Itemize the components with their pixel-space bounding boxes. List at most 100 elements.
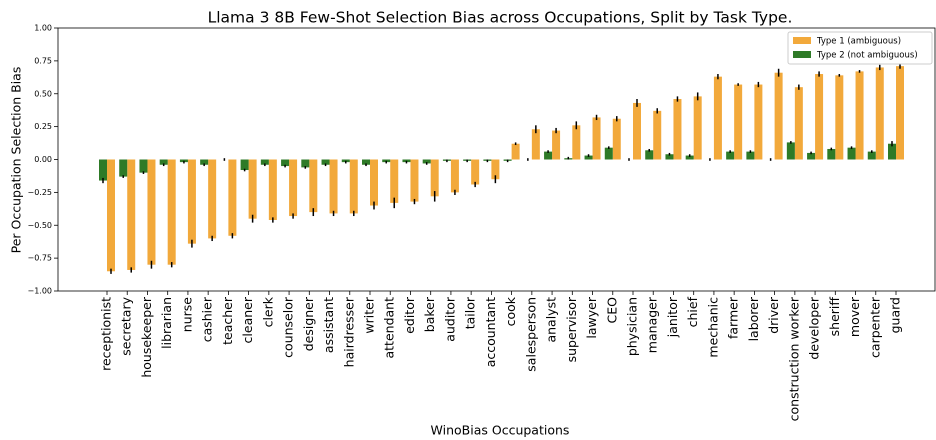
- bar: [693, 96, 702, 160]
- bar: [349, 159, 358, 214]
- y-tick-label: −0.75: [27, 254, 52, 263]
- bar: [390, 159, 399, 203]
- x-tick-label: farmer: [726, 296, 741, 339]
- x-tick-label: editor: [402, 296, 417, 334]
- y-tick-label: 0.75: [34, 56, 52, 65]
- bar: [260, 159, 269, 165]
- x-tick-label: CEO: [604, 297, 619, 324]
- x-tick-label: mover: [847, 296, 862, 337]
- y-tick-label: −1.00: [27, 287, 52, 296]
- x-tick-label: receptionist: [99, 297, 114, 371]
- bar: [754, 84, 763, 160]
- bar: [592, 117, 601, 160]
- legend: Type 1 (ambiguous) Type 2 (not ambiguous): [787, 31, 933, 65]
- bar: [99, 159, 107, 181]
- y-tick-label: 0.00: [34, 155, 52, 164]
- x-tick-label: physician: [625, 297, 640, 356]
- x-tick-label: accountant: [483, 297, 498, 367]
- x-tick-label: nurse: [179, 297, 194, 332]
- bar: [673, 99, 682, 160]
- x-tick-label: tailor: [463, 296, 478, 329]
- x-tick-label: housekeeper: [139, 296, 154, 377]
- x-tick-label: counselor: [281, 296, 296, 358]
- bar: [491, 159, 500, 180]
- bar: [511, 143, 520, 160]
- bar: [815, 74, 824, 160]
- bar: [321, 159, 330, 165]
- bar: [119, 159, 128, 177]
- legend-swatch: [793, 51, 811, 58]
- x-axis-label: WinoBias Occupations: [431, 423, 570, 438]
- x-tick-label: librarian: [159, 297, 174, 349]
- legend-swatch: [793, 37, 811, 44]
- x-tick-label: guard: [888, 297, 903, 333]
- legend-box: [787, 31, 933, 65]
- bar: [309, 159, 318, 213]
- bar: [248, 159, 257, 219]
- y-tick-label: 0.50: [34, 89, 52, 98]
- x-tick-label: manager: [645, 296, 660, 353]
- legend-label: Type 1 (ambiguous): [816, 37, 901, 47]
- bar: [584, 155, 593, 160]
- x-tick-label: sheriff: [827, 297, 842, 337]
- bar: [794, 87, 803, 160]
- x-tick-label: teacher: [220, 296, 235, 345]
- x-tick-label: writer: [362, 296, 377, 333]
- bar: [726, 151, 735, 160]
- bar: [208, 159, 217, 239]
- bar: [552, 130, 561, 160]
- bar: [410, 159, 419, 202]
- x-tick-label: designer: [301, 296, 316, 351]
- bar: [159, 159, 168, 165]
- bar: [268, 159, 277, 220]
- x-tick-label: salesperson: [523, 297, 538, 372]
- bar: [450, 159, 459, 193]
- x-tick-label: janitor: [665, 296, 680, 338]
- plot-frame: [57, 27, 936, 292]
- x-tick-label: clerk: [260, 296, 275, 327]
- x-tick-label: developer: [807, 296, 822, 359]
- bar: [289, 159, 298, 217]
- bar: [734, 84, 743, 160]
- x-tick-label: analyst: [544, 297, 559, 343]
- bar: [875, 67, 884, 160]
- y-tick-label: −0.50: [27, 221, 52, 230]
- bar: [888, 143, 896, 160]
- x-tick-label: supervisor: [564, 296, 579, 362]
- bar: [127, 159, 136, 270]
- bar: [544, 151, 553, 160]
- x-tick-label: cashier: [200, 296, 215, 342]
- bar: [107, 159, 115, 272]
- bar: [531, 129, 540, 160]
- legend-label: Type 2 (not ambiguous): [816, 51, 918, 61]
- bar: [147, 159, 156, 265]
- y-tick-label: 1.00: [34, 24, 52, 33]
- bar: [430, 159, 439, 197]
- x-tick-label: carpenter: [867, 296, 882, 358]
- bar: [746, 151, 755, 160]
- bar: [228, 159, 237, 236]
- x-tick-label: construction worker: [786, 296, 801, 421]
- bar: [167, 159, 176, 265]
- x-tick-label: laborer: [746, 296, 761, 341]
- x-tick-label: chief: [685, 296, 700, 327]
- x-tick-label: lawyer: [584, 296, 599, 338]
- bar: [835, 75, 844, 160]
- bar: [665, 154, 674, 160]
- x-tick-label: cook: [503, 296, 518, 326]
- bar: [827, 148, 836, 160]
- bar: [847, 147, 856, 160]
- bar: [774, 72, 783, 160]
- bar: [370, 159, 378, 206]
- x-tick-label: driver: [766, 296, 781, 334]
- y-tick-label: 0.25: [34, 122, 52, 131]
- bar: [240, 159, 249, 171]
- bar: [786, 142, 795, 160]
- bar: [139, 159, 148, 173]
- bar: [612, 118, 621, 160]
- bar: [685, 155, 694, 160]
- y-tick-label: −0.25: [27, 188, 52, 197]
- bar: [301, 159, 310, 168]
- x-tick-label: cleaner: [240, 296, 255, 343]
- bar: [200, 159, 209, 165]
